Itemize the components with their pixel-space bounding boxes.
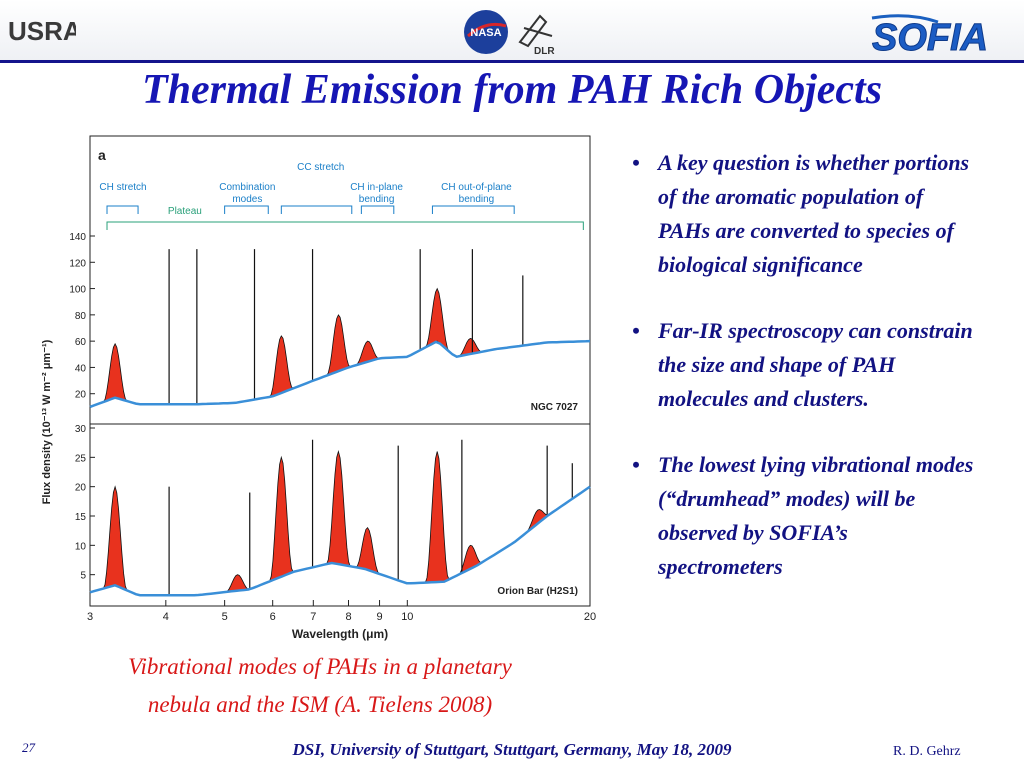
y-tick-label: 60: [75, 337, 87, 348]
band-bracket: [224, 205, 269, 214]
y-tick-label: 120: [69, 258, 86, 269]
pah-spectra-figure: a CH stretch Plateau Combination modes CC str…: [30, 132, 600, 647]
bullet-dot-icon: •: [632, 452, 640, 477]
bullet-item: • The lowest lying vibrational modes (“dr…: [632, 448, 977, 584]
band-bracket: [360, 205, 395, 214]
y-tick-label: 40: [75, 363, 87, 374]
band-label: bending: [359, 194, 395, 205]
band-label: Plateau: [168, 206, 202, 217]
emission-feature: [325, 450, 351, 567]
emission-feature: [268, 455, 294, 583]
emission-feature: [102, 342, 128, 403]
continuum-curve: [89, 485, 591, 597]
sofia-logo: SOFIA: [868, 12, 1018, 61]
band-label: CH out-of-plane: [441, 182, 512, 193]
x-tick-label: 3: [87, 611, 93, 623]
y-tick-label: 25: [75, 453, 87, 464]
continuum-curve: [89, 339, 591, 409]
x-tick-label: 6: [270, 611, 276, 623]
footer-author: R. D. Gehrz: [893, 744, 961, 759]
panel-letter: a: [98, 147, 106, 163]
emission-feature: [325, 314, 352, 377]
y-tick-label: 5: [80, 571, 86, 582]
y-tick-label: 30: [75, 424, 87, 435]
x-axis-label: Wavelength (μm): [292, 627, 388, 641]
panel-name: Orion Bar (H2S1): [497, 586, 578, 597]
bullet-item: • Far-IR spectroscopy can constrain the s…: [632, 314, 977, 416]
footer-conference: DSI, University of Stuttgart, Stuttgart,…: [292, 740, 732, 759]
sofia-logo-text: SOFIA: [872, 17, 988, 56]
bullet-list: • A key question is whether portions of t…: [632, 146, 977, 616]
y-tick-label: 20: [75, 390, 87, 401]
x-tick-label: 4: [163, 611, 169, 623]
nasa-dlr-logo: NASA DLR: [462, 6, 572, 63]
x-tick-label: 5: [222, 611, 228, 623]
y-tick-label: 10: [75, 541, 87, 552]
nasa-meatball-icon: [464, 10, 508, 54]
dlr-wing-icon: [518, 14, 548, 48]
nasa-logo-text: NASA: [470, 27, 501, 39]
band-bracket: [106, 205, 139, 214]
header-divider: [0, 60, 1024, 63]
y-tick-label: 15: [75, 512, 87, 523]
band-label: Combination: [219, 182, 275, 193]
x-tick-label: 10: [401, 611, 413, 623]
panel-name: NGC 7027: [531, 402, 579, 413]
chart-frame: [89, 135, 591, 607]
y-tick-label: 20: [75, 483, 87, 494]
band-bracket: [280, 205, 353, 214]
bullet-item: • A key question is whether portions of t…: [632, 146, 977, 282]
band-label: CH in-plane: [350, 182, 403, 193]
bullet-text: The lowest lying vibrational modes (“dru…: [658, 452, 974, 579]
y-tick-label: 80: [75, 311, 87, 322]
usra-logo-text: USRA: [8, 16, 76, 46]
band-bracket: [431, 205, 515, 214]
caption-line-2: nebula and the ISM (A. Tielens 2008): [147, 692, 493, 717]
y-tick-label: 100: [69, 285, 86, 296]
slide-header: [0, 0, 1024, 62]
x-tick-label: 20: [584, 611, 596, 623]
slide-title: Thermal Emission from PAH Rich Objects: [141, 67, 883, 113]
band-label: modes: [232, 194, 262, 205]
emission-feature: [102, 485, 128, 592]
y-axis-label: Flux density (10⁻¹³ W m⁻² μm⁻¹): [41, 339, 53, 504]
figure-caption: Vibrational modes of PAHs in a planetary…: [60, 648, 580, 724]
x-tick-label: 7: [310, 611, 316, 623]
band-label: bending: [459, 194, 495, 205]
bullet-text: Far-IR spectroscopy can constrain the si…: [658, 318, 973, 411]
band-label: CC stretch: [297, 162, 344, 173]
band-label: CH stretch: [99, 182, 146, 193]
caption-line-1: Vibrational modes of PAHs in a planetary: [128, 654, 512, 679]
emission-feature: [424, 451, 450, 584]
y-tick-label: 140: [69, 232, 86, 243]
band-bracket: [106, 221, 584, 230]
bullet-text: A key question is whether portions of th…: [658, 150, 970, 277]
slide-number: 27: [22, 740, 35, 755]
usra-logo: USRA: [6, 10, 82, 55]
emission-feature: [268, 335, 294, 398]
dlr-logo-text: DLR: [534, 46, 555, 57]
bullet-dot-icon: •: [632, 318, 640, 343]
x-tick-label: 9: [376, 611, 382, 623]
x-tick-label: 8: [345, 611, 351, 623]
bullet-dot-icon: •: [632, 150, 640, 175]
